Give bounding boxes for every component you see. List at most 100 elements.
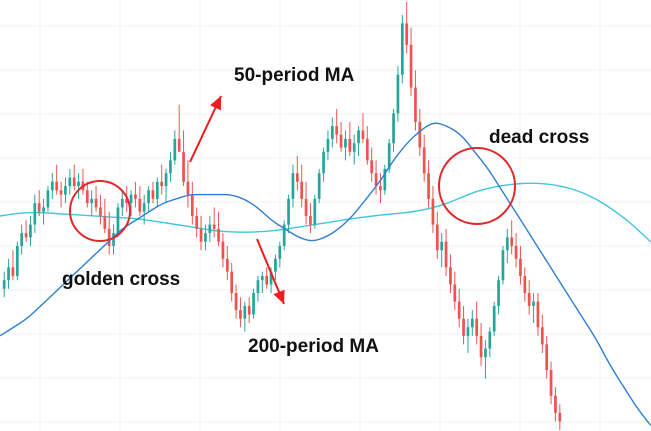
- candle-body: [514, 245, 518, 259]
- candle-body: [243, 305, 247, 319]
- candle-body: [409, 44, 413, 88]
- candle: [282, 220, 286, 251]
- candle-body: [142, 203, 146, 212]
- candle: [59, 181, 63, 208]
- candle-body: [112, 233, 115, 246]
- candle: [247, 297, 251, 323]
- candle-body: [339, 134, 343, 148]
- candle-body: [435, 224, 439, 251]
- candle: [134, 181, 137, 208]
- candle: [94, 186, 98, 212]
- candle: [182, 130, 185, 187]
- candle: [414, 70, 417, 131]
- candle-body: [11, 267, 15, 276]
- candle: [492, 301, 496, 336]
- candle-body: [422, 147, 426, 174]
- candle: [295, 156, 299, 191]
- candle: [177, 104, 181, 152]
- candle: [392, 109, 395, 152]
- candle: [505, 228, 509, 264]
- candle: [545, 335, 549, 379]
- ma200-line: [0, 182, 651, 243]
- candle-body: [199, 228, 203, 242]
- candle-body: [265, 275, 269, 285]
- dead-cross-label: dead cross: [489, 127, 589, 148]
- candle: [252, 288, 255, 319]
- candle: [470, 310, 474, 336]
- candle: [484, 340, 487, 379]
- candle-body: [291, 173, 295, 199]
- candle: [243, 301, 247, 332]
- candle: [488, 327, 492, 358]
- candle-body: [497, 280, 500, 306]
- candle: [400, 14, 404, 84]
- candle: [129, 190, 133, 216]
- candle-body: [33, 203, 37, 225]
- candle-body: [169, 160, 172, 174]
- candle-body: [492, 305, 496, 332]
- candle: [195, 207, 199, 238]
- candle: [291, 164, 295, 208]
- ma50-line: [0, 122, 651, 427]
- candle-body: [204, 233, 207, 242]
- candle: [300, 164, 304, 208]
- candle: [151, 181, 155, 204]
- candle: [107, 211, 111, 255]
- candle-body: [225, 258, 229, 272]
- candle-body: [326, 138, 330, 152]
- candle: [11, 250, 15, 281]
- candle-body: [379, 186, 382, 191]
- candle-body: [269, 271, 273, 285]
- candle: [532, 293, 535, 323]
- candle-body: [55, 181, 59, 191]
- candle: [29, 216, 32, 246]
- candle-body: [374, 173, 378, 187]
- candle-body: [330, 126, 334, 139]
- candle-body: [94, 198, 98, 208]
- annotation-shapes: [69, 95, 516, 305]
- candle-body: [418, 121, 422, 148]
- candle-body: [466, 327, 470, 336]
- candle-body: [295, 173, 299, 182]
- candle-body: [519, 258, 522, 276]
- candle: [160, 164, 164, 195]
- candle: [536, 293, 540, 336]
- candle: [81, 168, 85, 195]
- candle: [138, 186, 142, 216]
- candle-body: [309, 216, 312, 225]
- candle: [558, 404, 562, 430]
- candle: [2, 271, 6, 298]
- candle-body: [50, 181, 54, 191]
- candle-body: [488, 331, 492, 349]
- candle: [72, 164, 76, 191]
- candle: [186, 160, 190, 208]
- candle: [435, 211, 439, 259]
- candle-body: [414, 87, 417, 122]
- candle: [475, 301, 479, 345]
- candle-body: [160, 181, 164, 187]
- ma200-arrow-head: [273, 289, 285, 304]
- candle-body: [501, 250, 505, 281]
- ma50-layer: [0, 122, 651, 427]
- candle: [317, 168, 321, 204]
- candle: [190, 181, 194, 225]
- dead-cross-circle: [438, 147, 516, 225]
- candle: [85, 181, 89, 208]
- candle-body: [68, 177, 72, 187]
- candle-body: [300, 181, 304, 199]
- candle: [260, 271, 264, 294]
- candle: [449, 254, 452, 294]
- candle-body: [177, 138, 181, 152]
- candle-body: [2, 280, 6, 289]
- candle: [379, 173, 382, 204]
- candle-body: [129, 194, 133, 204]
- candle-body: [558, 412, 562, 422]
- candle-body: [370, 160, 374, 174]
- candle-body: [116, 207, 120, 234]
- candle: [370, 147, 374, 182]
- candle: [479, 323, 483, 366]
- candle: [33, 194, 37, 234]
- candle-body: [195, 216, 199, 229]
- candle-body: [479, 335, 483, 358]
- candle-body: [348, 138, 352, 152]
